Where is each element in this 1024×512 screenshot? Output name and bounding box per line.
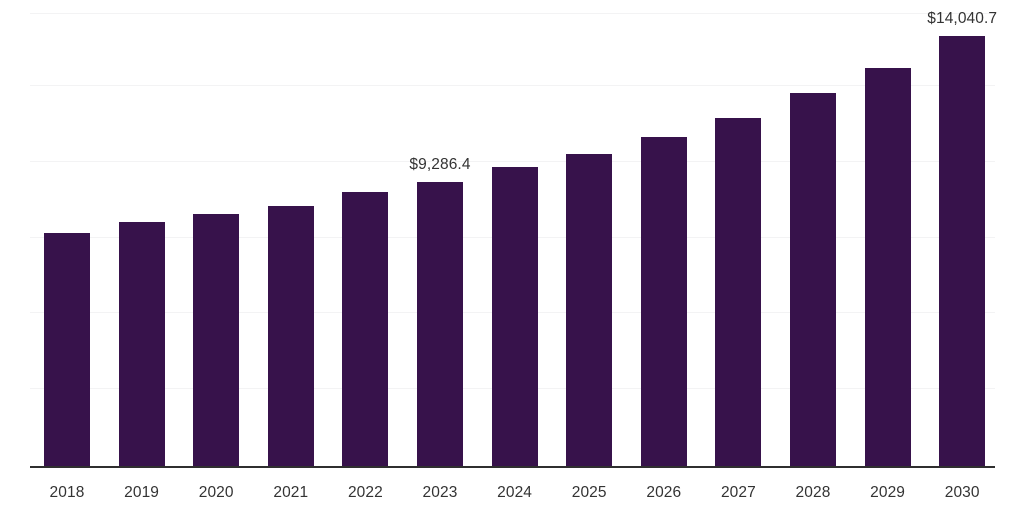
x-tick-label-2023: 2023	[422, 484, 458, 501]
bar[interactable]	[267, 206, 314, 467]
bar[interactable]	[193, 214, 240, 467]
x-tick-label-2030: 2030	[944, 484, 980, 501]
bar[interactable]	[118, 222, 165, 467]
bar[interactable]	[566, 153, 613, 467]
x-tick-label-2018: 2018	[49, 484, 85, 501]
bar[interactable]	[790, 93, 836, 467]
x-tick-label-2022: 2022	[347, 484, 383, 501]
bar-value-label: $14,040.7	[927, 9, 998, 27]
x-tick-label-2027: 2027	[720, 484, 756, 501]
gridline	[30, 12, 995, 14]
bar[interactable]	[417, 181, 463, 467]
x-tick-label-2025: 2025	[571, 484, 607, 501]
bar[interactable]	[342, 192, 389, 467]
x-axis-labels: 2018 2019 2020 2021 2022 2023 2024 2025 2026 2027…	[0, 468, 1024, 512]
x-tick-label-2021: 2021	[273, 484, 309, 501]
gridline	[30, 160, 995, 162]
x-tick-label-2029: 2029	[870, 484, 906, 501]
bar[interactable]	[715, 118, 762, 467]
x-tick-label-2026: 2026	[646, 484, 682, 501]
bar[interactable]	[44, 232, 90, 467]
x-tick-label-2024: 2024	[497, 484, 533, 501]
bar-value-label: $9,286.4	[409, 155, 471, 173]
bar[interactable]	[640, 136, 687, 467]
bar[interactable]	[864, 67, 911, 467]
plot-area: $9,286.4 $14,040.7	[30, 9, 998, 468]
bar[interactable]	[939, 35, 986, 467]
bar[interactable]	[491, 167, 538, 467]
gridline	[30, 85, 995, 87]
x-tick-label-2019: 2019	[124, 484, 160, 501]
x-tick-label-2028: 2028	[795, 484, 831, 501]
x-tick-label-2020: 2020	[198, 484, 234, 501]
x-axis-line	[30, 466, 995, 468]
